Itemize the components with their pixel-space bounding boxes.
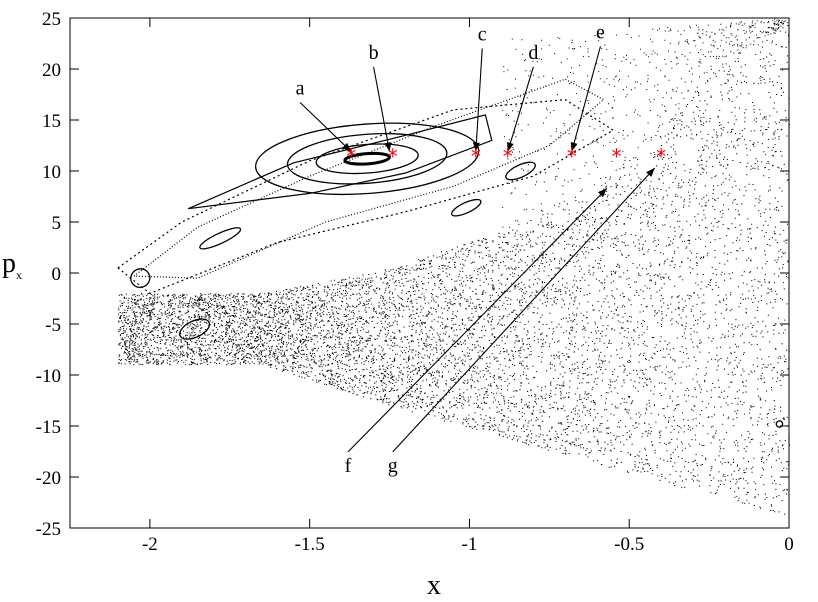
arrow-line	[392, 167, 656, 453]
arrow-head	[646, 167, 655, 177]
annotation-label-a: a	[296, 78, 305, 100]
arrow-head	[598, 188, 607, 198]
y-tick-label: 25	[42, 9, 61, 30]
chaotic-sea-dots	[118, 18, 790, 515]
x-tick-label: -1	[462, 534, 478, 555]
axis-labels: -2 -1.5 -1 -0.5 0 -25 -20 -15 -10 -5 0 5 10 15 20 25	[36, 9, 794, 555]
resonance-island	[199, 227, 242, 250]
x-tick-label: 0	[784, 534, 794, 555]
invariant-torus-outer	[187, 114, 493, 210]
marker-a: *	[346, 145, 356, 169]
y-tick-label: -20	[36, 468, 61, 489]
y-tick-label: -25	[36, 519, 61, 540]
arrow-line	[507, 66, 534, 152]
marker-b: *	[388, 145, 398, 169]
arrow-line	[299, 102, 352, 153]
arrow-line	[373, 66, 391, 152]
marker-e: *	[567, 145, 577, 169]
arrow-head	[384, 142, 392, 152]
annotation-label-g: g	[388, 455, 398, 477]
annotation-label-f: f	[345, 455, 352, 477]
marker-c: *	[471, 145, 481, 169]
annotation-label-e: e	[596, 21, 605, 43]
y-axis-title: px	[2, 248, 22, 282]
marked-points: * * * * * * *	[346, 145, 666, 169]
marker-d: *	[503, 145, 513, 169]
arrow-line	[475, 48, 483, 152]
y-axis-title-main: p	[2, 248, 16, 279]
invariant-torus-outer	[133, 78, 605, 279]
arrow-line	[571, 46, 601, 152]
x-axis-title: x	[427, 570, 441, 597]
invariant-torus	[254, 122, 480, 195]
annotation-label-c: c	[478, 23, 487, 45]
resonance-island	[450, 198, 482, 217]
y-tick-label: -5	[45, 315, 61, 336]
y-tick-label: 10	[42, 162, 61, 183]
invariant-torus-outer	[117, 98, 615, 295]
y-tick-label: 0	[52, 264, 62, 285]
annotation-label-d: d	[528, 42, 538, 64]
marker-f: *	[611, 145, 621, 169]
resonance-island	[179, 318, 211, 340]
resonance-island	[775, 420, 784, 428]
arrow-head	[570, 142, 578, 152]
y-tick-label: -10	[36, 366, 61, 387]
y-axis-title-subscript: x	[16, 268, 22, 282]
arrow-line	[347, 187, 608, 453]
y-tick-label: 5	[52, 213, 62, 234]
y-tick-label: 15	[42, 111, 61, 132]
marker-g: *	[656, 145, 666, 169]
axis-ticks	[70, 17, 790, 529]
x-tick-label: -0.5	[614, 534, 644, 555]
regular-orbits	[117, 78, 784, 428]
x-tick-label: -1.5	[295, 534, 325, 555]
invariant-torus	[315, 143, 419, 175]
y-tick-label: 20	[42, 60, 61, 81]
resonance-island	[505, 161, 536, 181]
y-tick-label: -15	[36, 417, 61, 438]
x-tick-label: -2	[142, 534, 158, 555]
annotation-arrows: a b c d e f g	[296, 21, 656, 477]
invariant-torus	[286, 132, 448, 185]
arrow-head	[507, 142, 514, 152]
arrow-head	[472, 142, 480, 152]
resonance-island	[130, 268, 151, 289]
annotation-label-b: b	[369, 42, 379, 64]
arrow-head	[342, 142, 352, 152]
plot-frame	[69, 17, 790, 529]
chaotic-sea-points	[118, 18, 790, 515]
